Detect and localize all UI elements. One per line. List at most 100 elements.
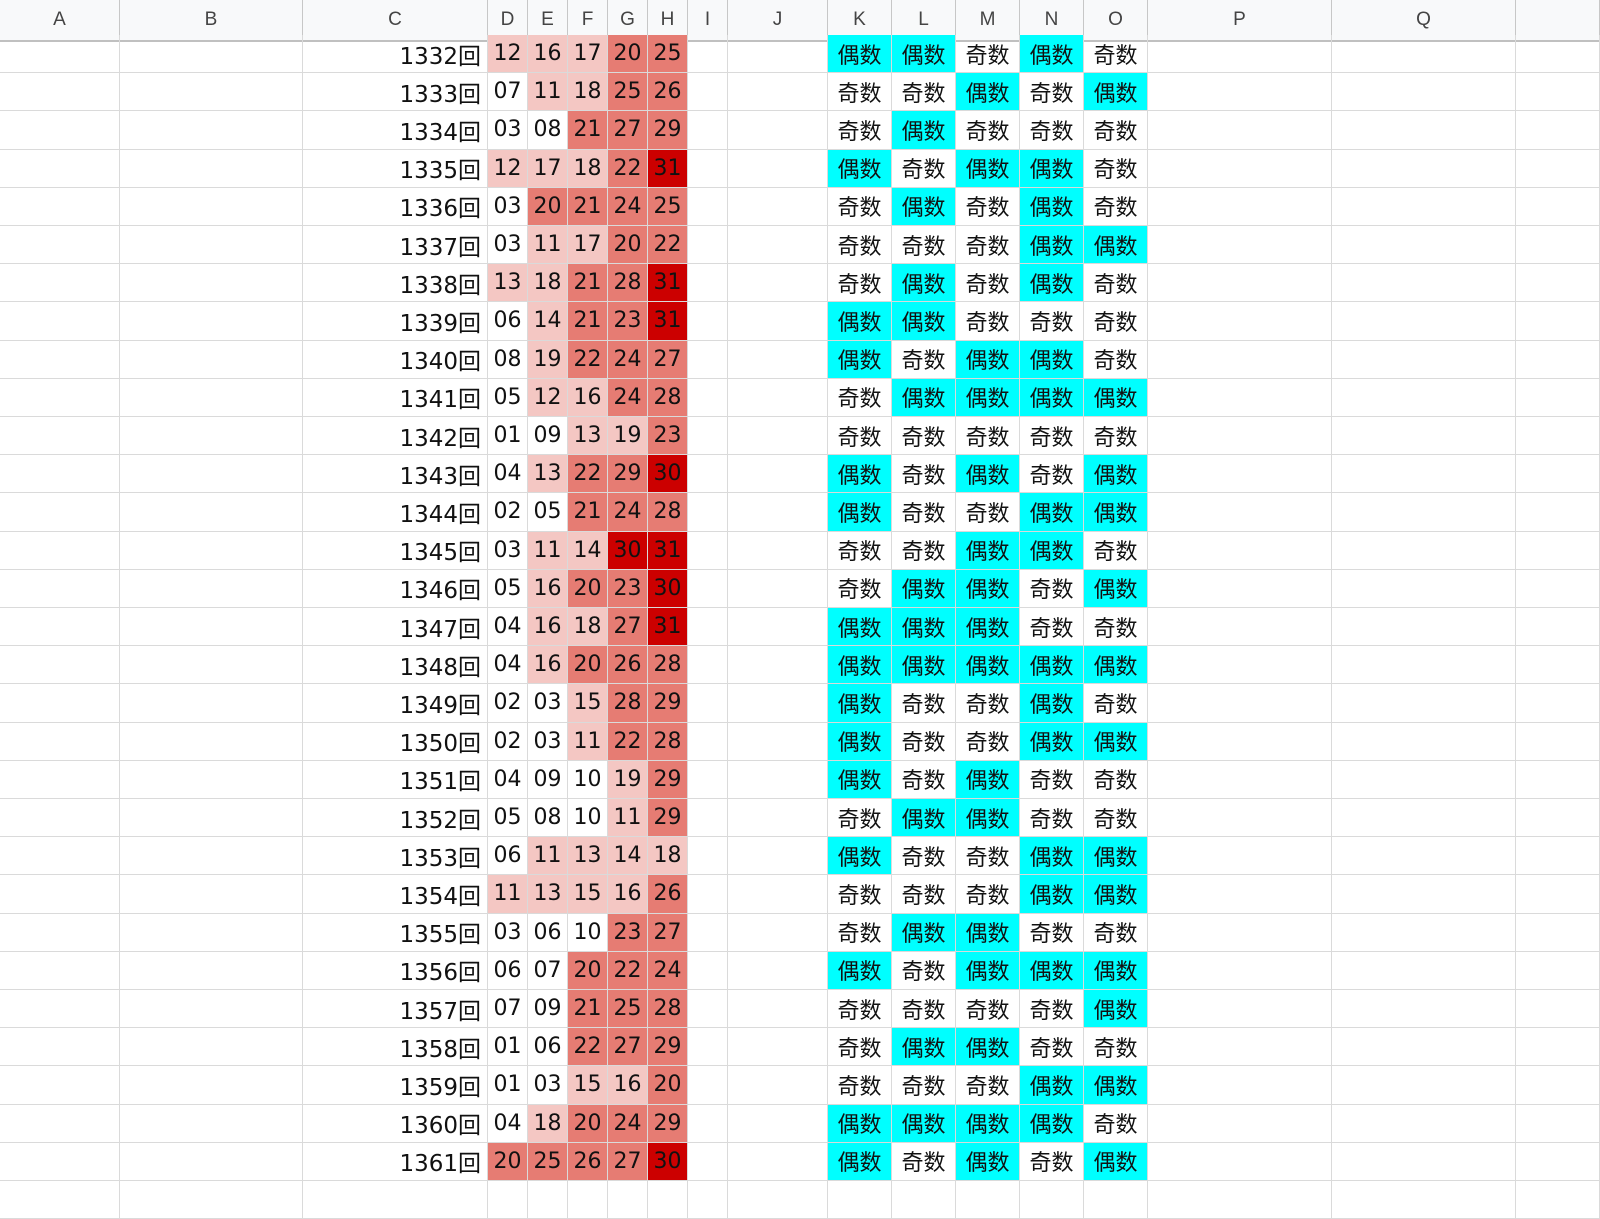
lottery-number-cell[interactable]: 28 xyxy=(648,378,688,417)
cell-p[interactable] xyxy=(1148,951,1332,990)
cell-i[interactable] xyxy=(688,837,728,876)
parity-cell[interactable]: 偶数 xyxy=(956,1028,1020,1067)
parity-cell[interactable]: 偶数 xyxy=(1020,875,1084,914)
lottery-number-cell[interactable]: 25 xyxy=(608,990,648,1029)
parity-cell[interactable]: 奇数 xyxy=(1084,913,1148,952)
parity-cell[interactable]: 奇数 xyxy=(956,684,1020,723)
draw-number-cell[interactable]: 1340回 xyxy=(303,340,488,379)
cell-p[interactable] xyxy=(1148,799,1332,838)
cell-p[interactable] xyxy=(1148,149,1332,188)
parity-cell[interactable]: 奇数 xyxy=(828,1066,892,1105)
parity-cell[interactable]: 奇数 xyxy=(892,951,956,990)
parity-cell[interactable]: 偶数 xyxy=(1020,187,1084,226)
parity-cell[interactable]: 偶数 xyxy=(828,149,892,188)
parity-cell[interactable]: 奇数 xyxy=(1020,760,1084,799)
lottery-number-cell[interactable]: 13 xyxy=(488,264,528,303)
lottery-number-cell[interactable]: 15 xyxy=(568,1066,608,1105)
cell-p[interactable] xyxy=(1148,875,1332,914)
parity-cell[interactable]: 偶数 xyxy=(892,1104,956,1143)
cell-b[interactable] xyxy=(120,187,303,226)
lottery-number-cell[interactable]: 26 xyxy=(568,1142,608,1181)
cell-b[interactable] xyxy=(120,684,303,723)
lottery-number-cell[interactable]: 06 xyxy=(488,951,528,990)
cell-a[interactable] xyxy=(0,493,120,532)
cell-overflow[interactable] xyxy=(1516,226,1600,265)
cell-a[interactable] xyxy=(0,531,120,570)
cell-j[interactable] xyxy=(728,1181,828,1219)
cell-overflow[interactable] xyxy=(1516,608,1600,647)
cell-i[interactable] xyxy=(688,378,728,417)
cell-a[interactable] xyxy=(0,951,120,990)
lottery-number-cell[interactable]: 19 xyxy=(608,760,648,799)
cell-h[interactable] xyxy=(648,1181,688,1219)
cell-p[interactable] xyxy=(1148,417,1332,456)
cell-q[interactable] xyxy=(1332,799,1516,838)
parity-cell[interactable]: 奇数 xyxy=(1084,111,1148,150)
cell-p[interactable] xyxy=(1148,340,1332,379)
cell-a[interactable] xyxy=(0,837,120,876)
lottery-number-cell[interactable]: 18 xyxy=(528,1104,568,1143)
lottery-number-cell[interactable]: 03 xyxy=(528,722,568,761)
lottery-number-cell[interactable]: 06 xyxy=(528,1028,568,1067)
parity-cell[interactable]: 偶数 xyxy=(956,608,1020,647)
cell-overflow[interactable] xyxy=(1516,875,1600,914)
cell-q[interactable] xyxy=(1332,951,1516,990)
cell-q[interactable] xyxy=(1332,875,1516,914)
lottery-number-cell[interactable]: 02 xyxy=(488,493,528,532)
parity-cell[interactable]: 奇数 xyxy=(1020,1028,1084,1067)
lottery-number-cell[interactable]: 28 xyxy=(648,990,688,1029)
cell-overflow[interactable] xyxy=(1516,111,1600,150)
cell-b[interactable] xyxy=(120,531,303,570)
draw-number-cell[interactable]: 1358回 xyxy=(303,1028,488,1067)
parity-cell[interactable]: 偶数 xyxy=(956,799,1020,838)
parity-cell[interactable]: 偶数 xyxy=(892,111,956,150)
cell-f[interactable] xyxy=(568,1181,608,1219)
cell-i[interactable] xyxy=(688,722,728,761)
parity-cell[interactable]: 奇数 xyxy=(892,226,956,265)
cell-q[interactable] xyxy=(1332,302,1516,341)
cell-j[interactable] xyxy=(728,417,828,456)
parity-cell[interactable]: 偶数 xyxy=(1084,990,1148,1029)
lottery-number-cell[interactable]: 09 xyxy=(528,990,568,1029)
draw-number-cell[interactable]: 1343回 xyxy=(303,455,488,494)
lottery-number-cell[interactable]: 15 xyxy=(568,875,608,914)
parity-cell[interactable]: 偶数 xyxy=(892,913,956,952)
column-header-a[interactable]: A xyxy=(0,0,120,42)
cell-j[interactable] xyxy=(728,875,828,914)
lottery-number-cell[interactable]: 11 xyxy=(608,799,648,838)
lottery-number-cell[interactable]: 03 xyxy=(488,531,528,570)
parity-cell[interactable]: 偶数 xyxy=(956,1142,1020,1181)
parity-cell[interactable]: 偶数 xyxy=(956,951,1020,990)
cell-g[interactable] xyxy=(608,1181,648,1219)
cell-b[interactable] xyxy=(120,73,303,112)
parity-cell[interactable]: 奇数 xyxy=(1084,417,1148,456)
cell-i[interactable] xyxy=(688,73,728,112)
lottery-number-cell[interactable]: 11 xyxy=(488,875,528,914)
cell-j[interactable] xyxy=(728,187,828,226)
cell-q[interactable] xyxy=(1332,417,1516,456)
lottery-number-cell[interactable]: 22 xyxy=(568,340,608,379)
draw-number-cell[interactable]: 1348回 xyxy=(303,646,488,685)
lottery-number-cell[interactable]: 20 xyxy=(608,226,648,265)
lottery-number-cell[interactable]: 27 xyxy=(608,1142,648,1181)
parity-cell[interactable]: 奇数 xyxy=(828,417,892,456)
parity-cell[interactable]: 偶数 xyxy=(1084,378,1148,417)
lottery-number-cell[interactable]: 17 xyxy=(568,35,608,74)
parity-cell[interactable]: 奇数 xyxy=(892,417,956,456)
cell-a[interactable] xyxy=(0,722,120,761)
cell-i[interactable] xyxy=(688,990,728,1029)
lottery-number-cell[interactable]: 24 xyxy=(608,340,648,379)
parity-cell[interactable]: 偶数 xyxy=(892,302,956,341)
lottery-number-cell[interactable]: 26 xyxy=(648,875,688,914)
cell-b[interactable] xyxy=(120,340,303,379)
cell-p[interactable] xyxy=(1148,35,1332,74)
cell-q[interactable] xyxy=(1332,493,1516,532)
cell-i[interactable] xyxy=(688,1181,728,1219)
lottery-number-cell[interactable]: 05 xyxy=(488,378,528,417)
cell-a[interactable] xyxy=(0,684,120,723)
cell-q[interactable] xyxy=(1332,149,1516,188)
cell-b[interactable] xyxy=(120,149,303,188)
parity-cell[interactable]: 奇数 xyxy=(892,760,956,799)
cell-b[interactable] xyxy=(120,378,303,417)
parity-cell[interactable]: 奇数 xyxy=(1084,1028,1148,1067)
